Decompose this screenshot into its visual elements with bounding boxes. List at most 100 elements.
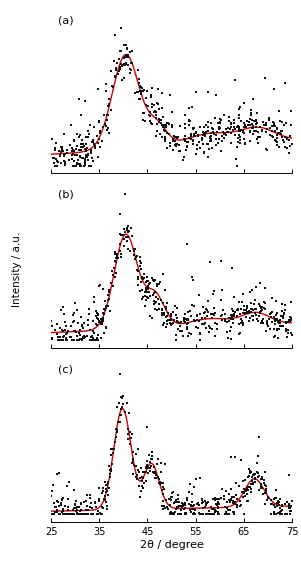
Point bbox=[208, 131, 213, 141]
Point bbox=[149, 455, 154, 464]
Point bbox=[53, 325, 57, 335]
Point bbox=[268, 309, 272, 319]
Point bbox=[78, 145, 83, 154]
Point bbox=[160, 298, 165, 307]
Point bbox=[209, 137, 214, 146]
Point bbox=[178, 510, 183, 519]
Point bbox=[73, 499, 78, 508]
Point bbox=[65, 502, 70, 511]
Point bbox=[154, 459, 159, 468]
Point bbox=[277, 143, 281, 152]
Point bbox=[80, 324, 85, 333]
Point bbox=[234, 490, 238, 499]
Point bbox=[265, 321, 270, 331]
Point bbox=[161, 318, 166, 327]
Point bbox=[124, 59, 129, 68]
Point bbox=[213, 319, 217, 328]
Point bbox=[150, 119, 154, 128]
Point bbox=[213, 494, 217, 503]
Point bbox=[288, 506, 293, 515]
Point bbox=[161, 122, 166, 131]
Point bbox=[148, 312, 153, 321]
Point bbox=[74, 503, 79, 513]
Point bbox=[183, 131, 188, 140]
Point bbox=[107, 294, 112, 304]
Point bbox=[258, 301, 262, 311]
Point bbox=[101, 111, 106, 120]
Point bbox=[84, 144, 89, 153]
Point bbox=[134, 253, 138, 262]
Point bbox=[259, 126, 264, 135]
Point bbox=[79, 498, 83, 507]
Point bbox=[139, 82, 144, 91]
Point bbox=[128, 428, 133, 437]
Point bbox=[134, 472, 139, 482]
Point bbox=[175, 510, 180, 519]
Point bbox=[283, 301, 287, 310]
Point bbox=[100, 315, 105, 324]
Point bbox=[91, 336, 96, 345]
Point bbox=[259, 472, 264, 482]
Point bbox=[74, 158, 79, 168]
Point bbox=[170, 509, 175, 518]
Point bbox=[256, 133, 261, 142]
Point bbox=[153, 467, 157, 476]
Point bbox=[245, 120, 250, 129]
Point bbox=[200, 498, 204, 507]
Point bbox=[101, 316, 105, 325]
Point bbox=[75, 509, 80, 518]
Point bbox=[143, 284, 148, 293]
Point bbox=[64, 336, 69, 345]
Point bbox=[56, 498, 61, 507]
Point bbox=[220, 316, 225, 325]
Point bbox=[123, 227, 128, 236]
Point bbox=[237, 111, 242, 120]
Point bbox=[76, 94, 81, 103]
Point bbox=[51, 480, 56, 489]
Point bbox=[252, 126, 256, 135]
Point bbox=[226, 317, 231, 326]
Point bbox=[154, 99, 159, 108]
Point bbox=[79, 336, 84, 345]
Point bbox=[188, 134, 193, 143]
Point bbox=[139, 472, 144, 482]
Point bbox=[117, 46, 122, 55]
Point bbox=[230, 312, 234, 321]
Point bbox=[165, 319, 169, 328]
Point bbox=[104, 79, 108, 88]
Point bbox=[241, 305, 246, 315]
Point bbox=[73, 328, 78, 337]
Point bbox=[256, 299, 261, 308]
Point bbox=[212, 287, 217, 296]
Point bbox=[267, 324, 272, 333]
Point bbox=[80, 142, 85, 151]
Point bbox=[215, 507, 220, 517]
Point bbox=[132, 251, 137, 260]
Point bbox=[103, 478, 108, 487]
Point bbox=[237, 126, 242, 135]
Point bbox=[246, 316, 251, 325]
Point bbox=[141, 86, 146, 95]
Point bbox=[66, 326, 70, 335]
Point bbox=[107, 94, 112, 103]
Point bbox=[198, 329, 203, 339]
Point bbox=[101, 123, 105, 132]
Point bbox=[254, 467, 259, 476]
Point bbox=[95, 314, 100, 323]
Point bbox=[135, 444, 140, 453]
Point bbox=[136, 273, 141, 282]
Point bbox=[136, 87, 141, 96]
Point bbox=[263, 284, 268, 293]
Point bbox=[182, 153, 187, 162]
Point bbox=[204, 510, 209, 519]
Point bbox=[165, 311, 170, 320]
Point bbox=[283, 500, 288, 509]
Point bbox=[59, 325, 64, 335]
Point bbox=[268, 124, 272, 133]
Point bbox=[185, 331, 190, 340]
Point bbox=[114, 425, 119, 435]
Point bbox=[83, 159, 88, 168]
Point bbox=[114, 58, 119, 67]
Point bbox=[167, 501, 172, 510]
Point bbox=[180, 502, 185, 511]
